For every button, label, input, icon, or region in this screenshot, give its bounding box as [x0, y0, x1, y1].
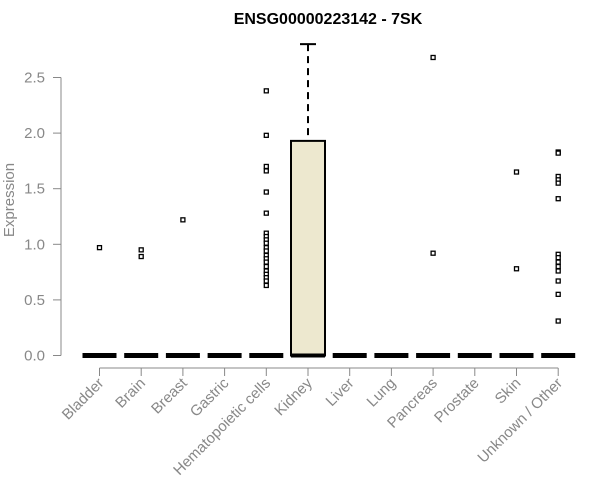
box-rect [290, 139, 326, 357]
outlier-point [555, 180, 561, 186]
x-tick-label: Liver [323, 375, 358, 410]
y-axis-label: Expression [1, 163, 18, 237]
outlier-point [96, 244, 103, 251]
outlier-point [180, 217, 186, 223]
outlier-point [430, 250, 436, 256]
outlier-point [263, 132, 269, 138]
outlier-point [263, 248, 269, 254]
y-tick-label: 0.0 [24, 348, 45, 365]
y-tick-label: 1.5 [24, 181, 45, 198]
y-tick-label: 1.0 [24, 236, 45, 253]
outlier-point [555, 259, 561, 265]
outlier-point [263, 210, 269, 216]
outlier-point [263, 240, 269, 246]
chart-marks [82, 43, 576, 358]
outlier-point [138, 253, 144, 260]
outlier-point [555, 278, 561, 284]
x-tick-label: Lung [364, 375, 400, 411]
x-tick-label: Kidney [271, 374, 316, 419]
x-tick-label: Prostate [431, 375, 483, 427]
outlier-point [555, 318, 561, 324]
outlier-point [263, 88, 269, 94]
x-tick-label: Breast [148, 374, 191, 417]
y-tick-label: 0.5 [24, 292, 45, 309]
y-axis: 0.0 0.5 1.0 1.5 2.0 2.5 [24, 70, 62, 365]
outlier-point [263, 278, 269, 284]
x-tick-label: Bladder [59, 375, 108, 424]
outlier-point [263, 163, 269, 170]
x-tick-label: Brain [112, 375, 149, 412]
x-tick-label: Skin [492, 375, 525, 408]
outlier-point [555, 254, 561, 261]
outlier-point [555, 263, 561, 270]
outlier-point [263, 189, 269, 195]
outlier-point [513, 169, 520, 175]
outlier-point [555, 150, 561, 156]
outlier-point [138, 247, 144, 253]
box-kidney [290, 43, 326, 358]
outlier-point [555, 268, 561, 274]
outlier-point [513, 266, 520, 272]
y-tick-label: 2.0 [24, 125, 45, 142]
chart-title: ENSG00000223142 - 7SK [234, 11, 423, 28]
outlier-point [263, 259, 269, 265]
outlier-point [555, 196, 561, 202]
outlier-point [263, 282, 269, 289]
outlier-point [555, 291, 561, 297]
outlier-point [430, 54, 436, 61]
outlier-point [263, 263, 269, 270]
y-tick-label: 2.5 [24, 70, 45, 87]
outlier-point [263, 168, 269, 174]
